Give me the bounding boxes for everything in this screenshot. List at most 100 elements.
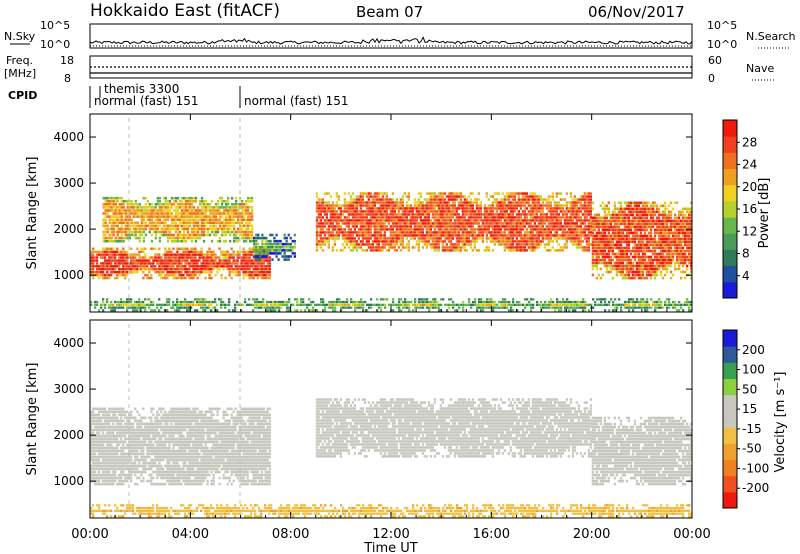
power-y-tick-label: 1000 [53, 268, 84, 282]
power-echo-region [90, 247, 271, 280]
velocity-echo-data [90, 398, 693, 518]
power-colorbar-segment [723, 168, 737, 186]
velocity-colorbar-tick-label: -100 [742, 461, 769, 475]
nave-tick-bottom: 0 [708, 72, 715, 85]
power-echo-region [591, 201, 693, 280]
velocity-y-tick-label: 2000 [53, 428, 84, 442]
velocity-y-tick-label: 1000 [53, 474, 84, 488]
velocity-colorbar-segment [723, 394, 737, 412]
cpid-label: CPID [8, 89, 37, 102]
velocity-colorbar-tick-label: 100 [742, 363, 765, 377]
power-colorbar-segment [723, 184, 737, 202]
power-colorbar-tick-label: 8 [742, 247, 750, 261]
nsky-tick-bottom-left: 10^0 [40, 38, 70, 51]
velocity-colorbar-segment [723, 378, 737, 396]
nsky-frame [89, 23, 693, 49]
power-y-tick-label: 4000 [53, 130, 84, 144]
nsky-tick-top-left: 10^5 [40, 19, 70, 32]
power-colorbar-segment [723, 233, 737, 250]
velocity-colorbar-label: Velocity [m s⁻¹] [773, 372, 788, 473]
velocity-colorbar-tick-label: 200 [742, 343, 765, 357]
x-tick-label: 04:00 [172, 527, 209, 542]
freq-tick-top: 18 [60, 54, 74, 67]
x-tick-label: 12:00 [372, 527, 409, 542]
velocity-colorbar-frame [722, 329, 738, 509]
velocity-colorbar-tick-label: -15 [742, 422, 762, 436]
velocity-colorbar-segment [723, 346, 737, 363]
power-ylabel: Slant Range [km] [25, 157, 40, 270]
velocity-echo-region [90, 504, 693, 518]
nave-tick-top: 60 [708, 54, 722, 67]
power-colorbar-segment [723, 152, 737, 170]
power-colorbar-segment [723, 200, 737, 218]
velocity-echo-region [591, 416, 693, 486]
power-colorbar-segment [723, 281, 737, 299]
freq-label: Freq. [6, 54, 33, 67]
velocity-colorbar-segment [723, 459, 737, 477]
power-colorbar-segment [723, 265, 737, 283]
velocity-y-axis: 1000 2000 3000 4000 [53, 336, 692, 488]
power-panel: 1000 2000 3000 4000 Slant Range [km] 4 8 12 16… [25, 113, 772, 313]
power-colorbar-segment [723, 249, 737, 267]
power-y-axis: 1000 2000 3000 4000 [53, 130, 692, 282]
velocity-y-tick-label: 3000 [53, 382, 84, 396]
velocity-colorbar-tick-label: -50 [742, 442, 762, 456]
power-echo-region [102, 196, 254, 243]
nsky-strip: N.Sky 10^5 10^0 10^5 10^0 N.Search [4, 19, 796, 51]
beam-title: Beam 07 [356, 3, 423, 21]
power-colorbar-segment [723, 217, 737, 234]
velocity-colorbar: -200 -100 -50 -15 15 50 100 200 [722, 329, 769, 509]
velocity-echo-region [90, 407, 271, 486]
cpid-segment-1: themis 3300 [104, 82, 179, 96]
x-axis-label: Time UT [363, 541, 417, 554]
x-tick-label: 08:00 [272, 527, 309, 542]
date-title: 06/Nov/2017 [588, 3, 685, 21]
power-y-tick-label: 2000 [53, 222, 84, 236]
freq-strip: Freq. [MHz] 18 8 60 0 Nave [4, 54, 776, 85]
power-echo-region [253, 233, 296, 261]
x-tick-label: 20:00 [573, 527, 610, 542]
power-echo-region [90, 298, 693, 312]
velocity-colorbar-segment [723, 362, 737, 380]
velocity-colorbar-segment [723, 491, 737, 509]
nsky-tick-top-right: 10^5 [707, 19, 737, 32]
power-y-tick-label: 3000 [53, 176, 84, 190]
velocity-colorbar-tick-label: 15 [742, 402, 757, 416]
velocity-y-tick-label: 4000 [53, 336, 84, 350]
power-colorbar: 4 8 12 16 20 24 28 [722, 119, 757, 299]
cpid-segment-0: normal (fast) 151 [94, 94, 198, 108]
velocity-colorbar-segment [723, 443, 737, 460]
power-echo-region [315, 192, 592, 252]
station-title: Hokkaido East (fitACF) [90, 1, 280, 21]
cpid-strip: CPID normal (fast) 151 themis 3300 norma… [8, 82, 348, 108]
x-tick-label: 00:00 [673, 527, 710, 542]
power-colorbar-tick-label: 4 [742, 269, 750, 283]
velocity-echo-region [315, 398, 592, 458]
freq-tick-bottom: 8 [64, 72, 71, 85]
cpid-segment-2: normal (fast) 151 [244, 94, 348, 108]
nave-label: Nave [746, 62, 774, 75]
power-colorbar-tick-label: 20 [742, 180, 757, 194]
nsky-trace [89, 36, 693, 45]
x-tick-label: 00:00 [71, 527, 108, 542]
power-colorbar-segment [723, 120, 737, 137]
power-colorbar-tick-label: 16 [742, 202, 757, 216]
velocity-colorbar-tick-label: -200 [742, 481, 769, 495]
power-colorbar-tick-label: 12 [742, 224, 757, 238]
velocity-panel: 1000 2000 3000 4000 Slant Range [km] -200 -1… [25, 319, 788, 519]
nsky-tick-bottom-right: 10^0 [707, 38, 737, 51]
velocity-colorbar-segment [723, 475, 737, 493]
velocity-colorbar-segment [723, 410, 737, 428]
nsky-label: N.Sky [4, 30, 36, 43]
time-axis: 00:00 04:00 08:00 12:00 16:00 20:00 00:00 [71, 114, 711, 542]
velocity-colorbar-tick-label: 50 [742, 382, 757, 396]
velocity-ylabel: Slant Range [km] [25, 363, 40, 476]
power-colorbar-tick-label: 24 [742, 158, 757, 172]
power-colorbar-label: Power [dB] [757, 178, 772, 249]
nsearch-label: N.Search [746, 30, 796, 43]
power-colorbar-tick-label: 28 [742, 135, 757, 149]
power-colorbar-segment [723, 136, 737, 153]
velocity-colorbar-segment [723, 330, 737, 347]
x-tick-label: 16:00 [473, 527, 510, 542]
